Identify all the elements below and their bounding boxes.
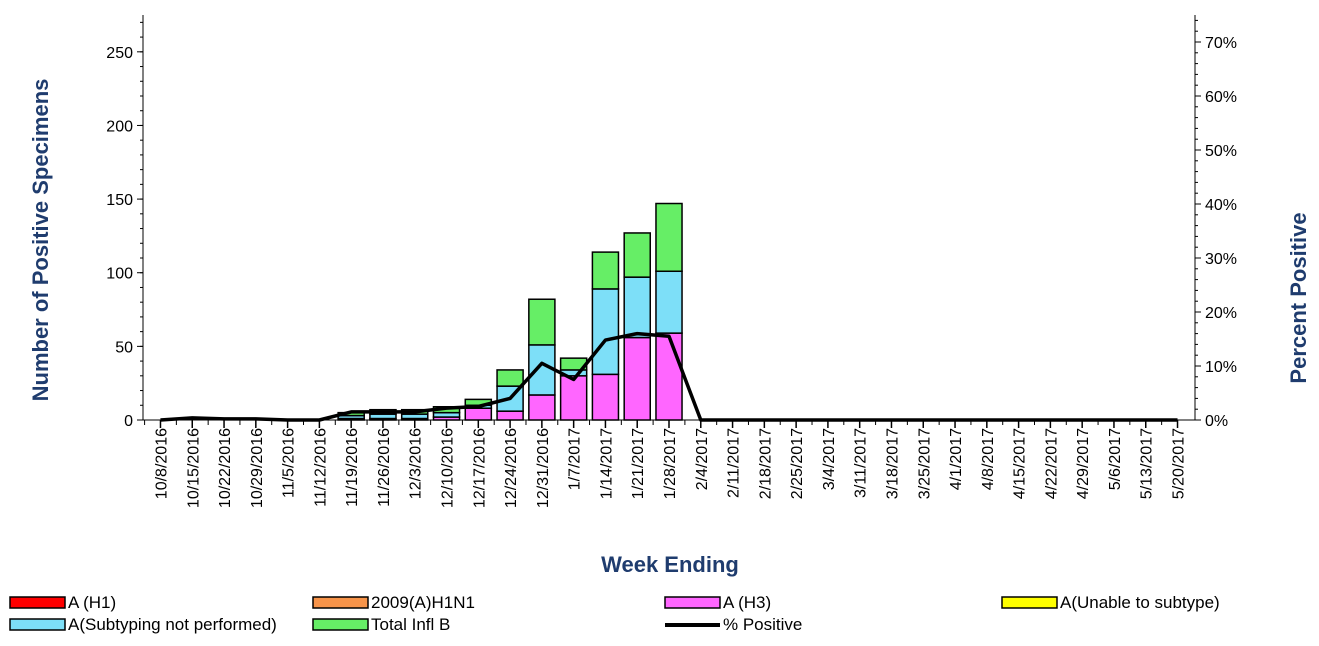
legend-swatch <box>312 596 369 609</box>
legend-label: A (H3) <box>723 593 771 612</box>
x-tick-label: 2/25/2017 <box>789 428 806 499</box>
y2-tick-label: 40% <box>1205 197 1237 214</box>
x-tick-label: 2/18/2017 <box>757 428 774 499</box>
y2-tick-label: 50% <box>1205 143 1237 160</box>
y2-tick-label: 70% <box>1205 35 1237 52</box>
legend-swatch <box>312 618 369 631</box>
x-tick-label: 1/28/2017 <box>662 428 679 499</box>
legend-label: Total Infl B <box>371 615 450 634</box>
x-tick-label: 11/19/2016 <box>344 428 361 507</box>
legend-item: A (H1) <box>9 593 116 612</box>
percent-positive-line <box>160 331 1178 422</box>
x-tick-label: 10/29/2016 <box>249 428 266 508</box>
legend-item: A (H3) <box>664 593 771 612</box>
bar-segment <box>528 298 556 346</box>
x-tick-label: 11/26/2016 <box>376 428 393 507</box>
x-tick-label: 12/17/2016 <box>471 428 488 508</box>
x-tick-label: 4/1/2017 <box>948 428 965 490</box>
y-tick-label: 50 <box>115 339 133 356</box>
legend: A (H1) 2009(A)H1N1 A (H3) A(Unable to subty… <box>9 593 1220 634</box>
y2-tick-label: 30% <box>1205 251 1237 268</box>
legend-item: % Positive <box>665 615 802 634</box>
bar-segment <box>623 276 651 339</box>
bar-segment <box>528 344 556 396</box>
x-tick-label: 4/8/2017 <box>980 428 997 490</box>
bar-segment <box>655 202 683 273</box>
bar-segment <box>623 336 651 421</box>
bar-segment <box>496 369 524 387</box>
legend-swatch <box>1001 596 1058 609</box>
x-tick-label: 11/5/2016 <box>281 428 298 498</box>
legend-swatch <box>9 618 66 631</box>
x-tick-label: 5/20/2017 <box>1171 428 1188 499</box>
bar-segment <box>464 407 493 421</box>
legend-item: A(Subtyping not performed) <box>9 615 277 634</box>
bars-layer <box>337 202 683 421</box>
bar-segment <box>655 270 683 334</box>
x-tick-label: 3/4/2017 <box>821 428 838 490</box>
x-tick-label: 3/11/2017 <box>853 428 870 498</box>
x-tick-label: 3/18/2017 <box>884 428 901 499</box>
legend-item: A(Unable to subtype) <box>1001 593 1220 612</box>
bar-segment <box>591 373 620 421</box>
y2-tick-label: 20% <box>1205 305 1237 322</box>
x-tick-label: 4/22/2017 <box>1043 428 1060 499</box>
bar-segment <box>559 375 588 421</box>
x-tick-label: 10/15/2016 <box>185 428 202 508</box>
y2-tick-label: 0% <box>1205 413 1228 430</box>
legend-swatch <box>664 596 721 609</box>
x-tick-label: 1/21/2017 <box>630 428 647 499</box>
y-tick-label: 200 <box>106 118 133 135</box>
legend-swatch <box>9 596 66 609</box>
x-tick-label: 4/15/2017 <box>1012 428 1029 499</box>
legend-label: A(Unable to subtype) <box>1060 593 1220 612</box>
x-tick-label: 2/11/2017 <box>726 428 743 498</box>
y2-axis-title: Percent Positive <box>1286 212 1311 383</box>
y-tick-label: 150 <box>106 192 133 209</box>
bar-segment <box>591 251 620 290</box>
legend-label: A (H1) <box>68 593 116 612</box>
legend-label: A(Subtyping not performed) <box>68 615 277 634</box>
x-tick-label: 12/24/2016 <box>503 428 520 508</box>
y-axis-title: Number of Positive Specimens <box>28 79 53 402</box>
legend-item: 2009(A)H1N1 <box>312 593 475 612</box>
y-tick-label: 100 <box>106 266 133 283</box>
x-tick-label: 5/6/2017 <box>1107 428 1124 490</box>
y-tick-label: 0 <box>124 413 133 430</box>
bar-segment <box>496 410 524 421</box>
tick-labels-layer: 0 50 100 150 200 250 0% 10% 20% 30% 40% 50% 60% 70% 10… <box>106 35 1237 508</box>
bar-segment <box>591 288 620 376</box>
legend-item: Total Infl B <box>312 615 450 634</box>
x-tick-label: 10/8/2016 <box>153 428 170 499</box>
y2-tick-label: 60% <box>1205 89 1237 106</box>
x-tick-label: 11/12/2016 <box>312 428 329 507</box>
x-tick-label: 5/13/2017 <box>1139 428 1156 499</box>
x-tick-label: 1/7/2017 <box>567 428 584 490</box>
x-tick-label: 12/31/2016 <box>535 428 552 508</box>
x-tick-label: 12/3/2016 <box>408 428 425 499</box>
percent-line-layer <box>160 331 1178 422</box>
legend-label: % Positive <box>723 615 802 634</box>
x-tick-label: 2/4/2017 <box>694 428 711 490</box>
x-axis-title: Week Ending <box>601 552 739 577</box>
x-tick-label: 12/10/2016 <box>440 428 457 508</box>
legend-label: 2009(A)H1N1 <box>371 593 475 612</box>
x-tick-label: 3/25/2017 <box>916 428 933 499</box>
y-tick-label: 250 <box>106 45 133 62</box>
x-tick-label: 10/22/2016 <box>217 428 234 508</box>
x-tick-label: 1/14/2017 <box>598 428 615 499</box>
bar-segment <box>655 332 683 421</box>
x-tick-label: 4/29/2017 <box>1075 428 1092 499</box>
bar-segment <box>528 394 556 421</box>
y2-tick-label: 10% <box>1205 359 1237 376</box>
bar-segment <box>623 232 651 278</box>
